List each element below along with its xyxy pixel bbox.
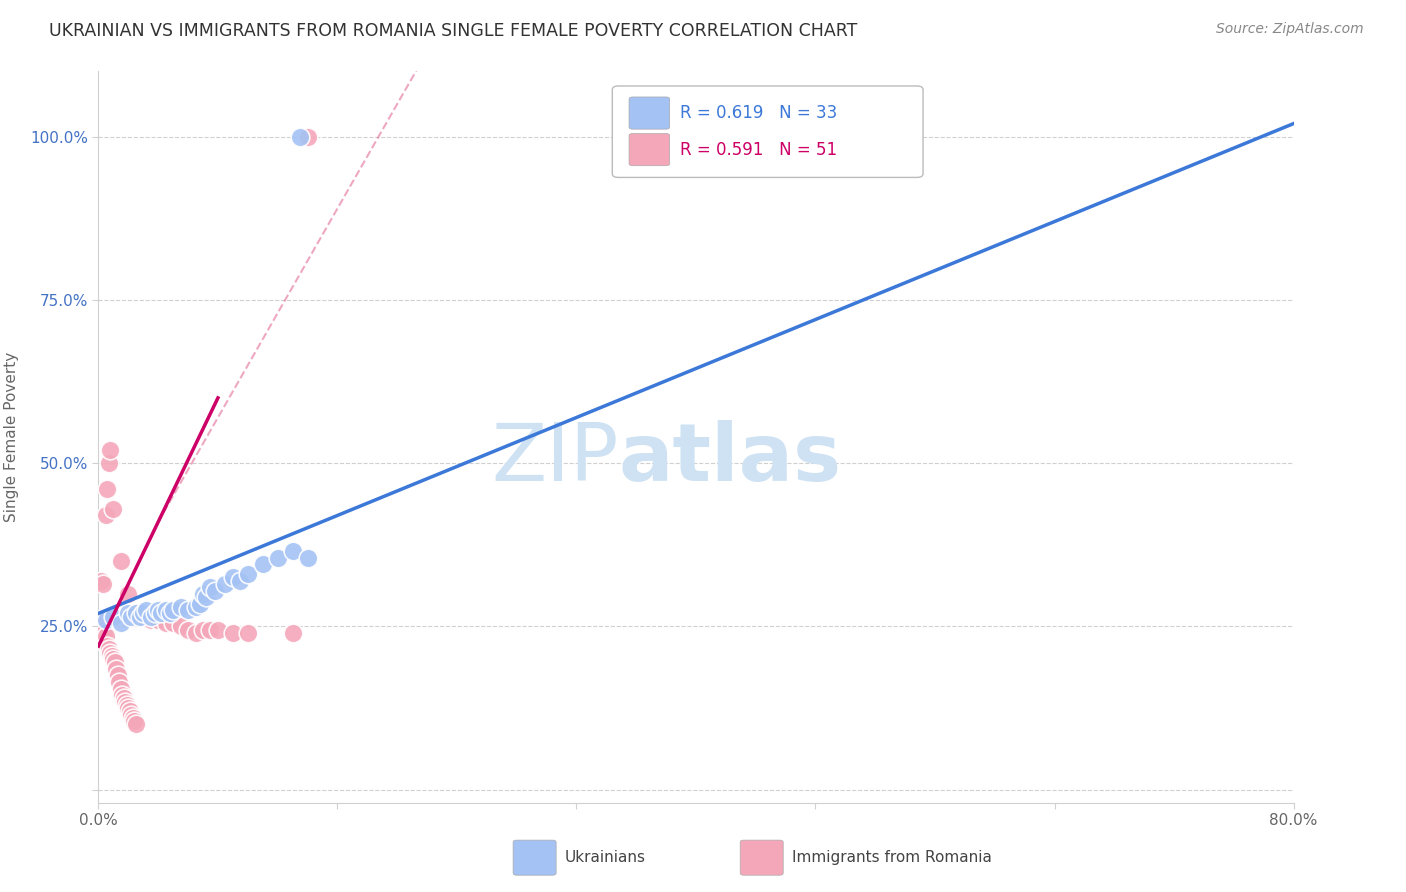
Point	[94, 629, 117, 643]
Point	[110, 681, 132, 696]
Point	[297, 129, 319, 144]
Point	[94, 508, 117, 523]
Point	[236, 626, 259, 640]
Point	[118, 705, 141, 719]
Text: ZIP: ZIP	[491, 420, 619, 498]
Point	[169, 619, 191, 633]
Point	[108, 675, 131, 690]
Point	[229, 574, 252, 588]
Point	[169, 599, 191, 614]
Text: Source: ZipAtlas.com: Source: ZipAtlas.com	[1216, 22, 1364, 37]
Point	[177, 623, 200, 637]
Point	[162, 616, 184, 631]
Point	[222, 570, 245, 584]
Point	[200, 580, 222, 594]
Point	[121, 711, 143, 725]
Point	[93, 626, 115, 640]
Point	[252, 558, 274, 572]
Point	[103, 652, 125, 666]
Point	[281, 626, 304, 640]
Point	[132, 607, 155, 621]
Point	[90, 574, 112, 588]
Point	[155, 616, 177, 631]
Point	[139, 613, 162, 627]
FancyBboxPatch shape	[513, 840, 557, 875]
Point	[148, 603, 170, 617]
Point	[87, 613, 110, 627]
Point	[195, 590, 218, 604]
Point	[207, 623, 229, 637]
Point	[114, 695, 136, 709]
Point	[91, 577, 114, 591]
Point	[98, 646, 122, 660]
Point	[188, 597, 211, 611]
Point	[143, 607, 166, 621]
Text: UKRAINIAN VS IMMIGRANTS FROM ROMANIA SINGLE FEMALE POVERTY CORRELATION CHART: UKRAINIAN VS IMMIGRANTS FROM ROMANIA SIN…	[49, 22, 858, 40]
Point	[96, 483, 118, 497]
Point	[150, 607, 173, 621]
Point	[115, 698, 138, 712]
Point	[191, 623, 214, 637]
Point	[148, 613, 170, 627]
Point	[125, 607, 148, 621]
FancyBboxPatch shape	[628, 134, 669, 166]
Point	[222, 626, 245, 640]
Point	[94, 613, 117, 627]
FancyBboxPatch shape	[628, 97, 669, 129]
Point	[117, 701, 139, 715]
Point	[297, 550, 319, 565]
Text: Ukrainians: Ukrainians	[565, 850, 645, 865]
Text: atlas: atlas	[619, 420, 841, 498]
Point	[89, 616, 111, 631]
Point	[139, 609, 162, 624]
FancyBboxPatch shape	[740, 840, 783, 875]
Point	[124, 714, 146, 728]
Point	[155, 603, 177, 617]
Text: R = 0.619   N = 33: R = 0.619 N = 33	[681, 104, 838, 122]
Point	[90, 619, 112, 633]
Point	[159, 607, 181, 621]
Point	[132, 609, 155, 624]
Point	[204, 583, 226, 598]
Point	[267, 550, 290, 565]
Point	[105, 662, 128, 676]
Point	[111, 688, 134, 702]
Point	[162, 603, 184, 617]
Point	[103, 609, 125, 624]
Point	[103, 502, 125, 516]
Point	[98, 443, 122, 458]
Point	[96, 639, 118, 653]
FancyBboxPatch shape	[613, 86, 922, 178]
Point	[281, 544, 304, 558]
Point	[135, 603, 157, 617]
Point	[125, 607, 148, 621]
Point	[177, 603, 200, 617]
Point	[236, 567, 259, 582]
Point	[110, 554, 132, 568]
Point	[104, 656, 127, 670]
Point	[125, 717, 148, 731]
Text: Immigrants from Romania: Immigrants from Romania	[792, 850, 991, 865]
Point	[97, 642, 120, 657]
Point	[91, 623, 114, 637]
Point	[110, 616, 132, 631]
Point	[184, 626, 207, 640]
Point	[129, 609, 152, 624]
Point	[184, 599, 207, 614]
Point	[117, 587, 139, 601]
Point	[120, 707, 142, 722]
Point	[214, 577, 236, 591]
Y-axis label: Single Female Poverty: Single Female Poverty	[4, 352, 18, 522]
Point	[191, 587, 214, 601]
Point	[200, 623, 222, 637]
Point	[120, 609, 142, 624]
Point	[101, 648, 124, 663]
Point	[288, 129, 311, 144]
Point	[117, 607, 139, 621]
Point	[112, 691, 135, 706]
Text: R = 0.591   N = 51: R = 0.591 N = 51	[681, 141, 838, 159]
Point	[107, 668, 129, 682]
Point	[97, 456, 120, 470]
